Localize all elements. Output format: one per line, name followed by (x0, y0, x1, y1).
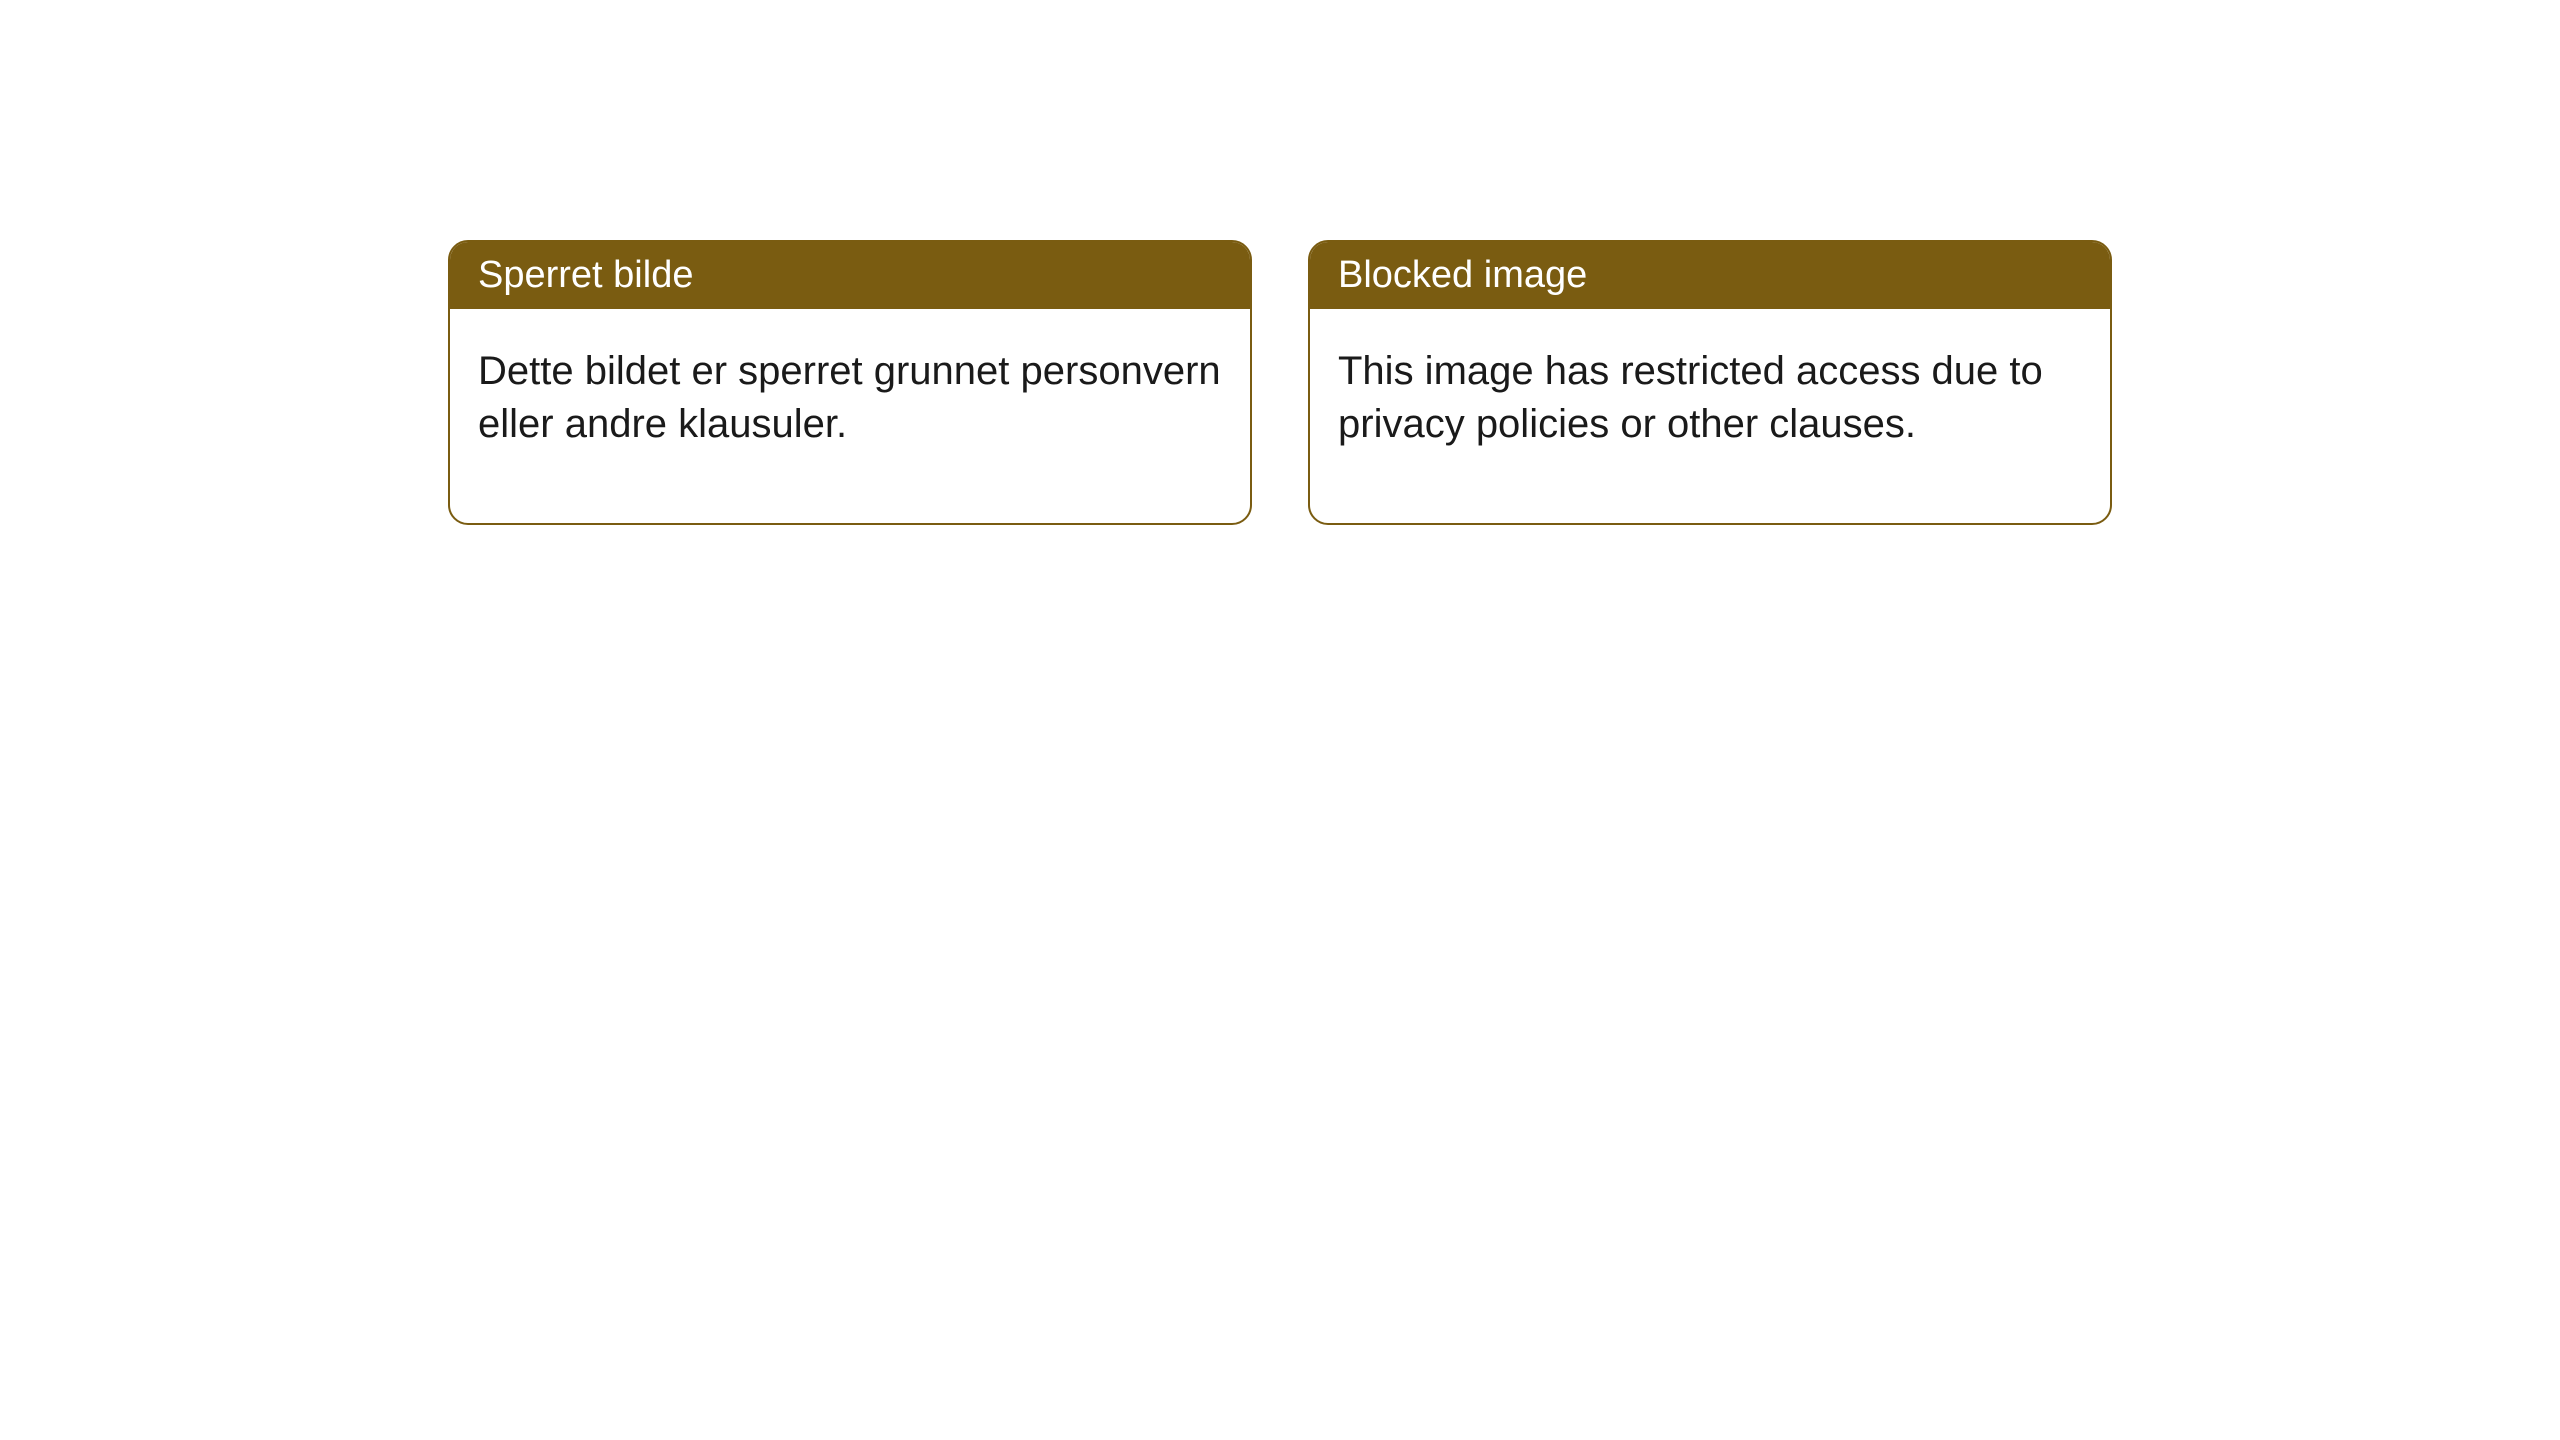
notice-card-english: Blocked image This image has restricted … (1308, 240, 2112, 525)
notice-card-header: Sperret bilde (450, 242, 1250, 309)
notice-card-header: Blocked image (1310, 242, 2110, 309)
notice-body-text: Dette bildet er sperret grunnet personve… (478, 349, 1221, 446)
notice-card-body: This image has restricted access due to … (1310, 309, 2110, 523)
notice-body-text: This image has restricted access due to … (1338, 349, 2043, 446)
notice-cards-container: Sperret bilde Dette bildet er sperret gr… (448, 240, 2112, 525)
notice-card-norwegian: Sperret bilde Dette bildet er sperret gr… (448, 240, 1252, 525)
notice-card-body: Dette bildet er sperret grunnet personve… (450, 309, 1250, 523)
notice-header-text: Blocked image (1338, 254, 1587, 296)
notice-header-text: Sperret bilde (478, 254, 693, 296)
